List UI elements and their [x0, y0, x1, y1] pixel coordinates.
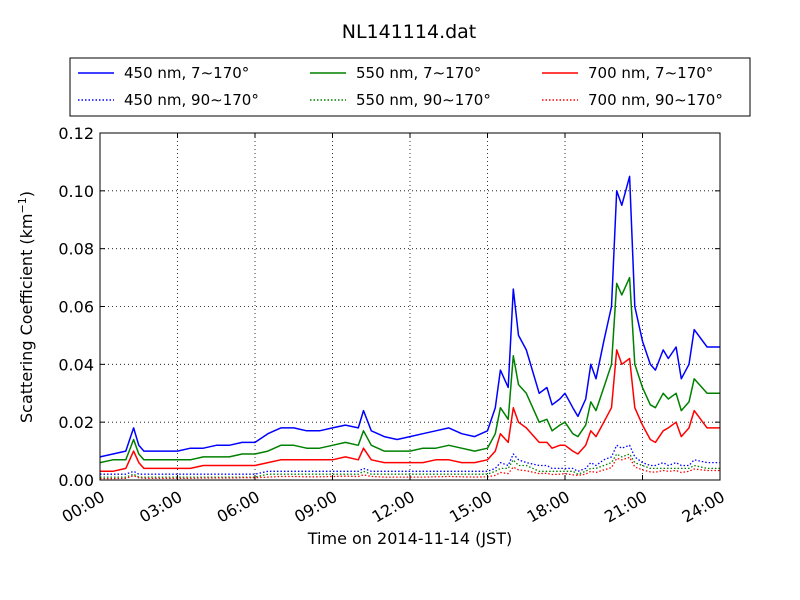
- legend-box: [69, 57, 751, 117]
- y-axis-label: Scattering Coefficient (km−1): [16, 191, 36, 423]
- x-tick-label: 18:00: [524, 487, 573, 527]
- legend-label-5: 700 nm, 90∼170°: [588, 91, 723, 109]
- y-tick-label: 0.06: [58, 298, 94, 317]
- y-axis-label-main: Scattering Coefficient (km: [17, 213, 36, 423]
- legend-label-3: 550 nm, 90∼170°: [356, 91, 491, 109]
- x-tick-label: 00:00: [59, 487, 108, 527]
- legend-label-4: 700 nm, 7∼170°: [588, 64, 713, 82]
- series-line-2: [99, 276, 720, 464]
- y-tick-label: 0.08: [58, 240, 94, 259]
- y-axis-label-tail: ): [17, 191, 36, 197]
- x-tick-label: 24:00: [679, 487, 728, 527]
- x-tick-label: 21:00: [601, 487, 650, 527]
- y-tick-label: 0.10: [58, 182, 94, 201]
- x-tick-label: 15:00: [446, 487, 495, 527]
- x-tick-label: 12:00: [369, 487, 418, 527]
- y-tick-label: 0.12: [58, 124, 94, 143]
- chart-title: NL141114.dat: [342, 21, 477, 43]
- x-tick-label: 03:00: [136, 487, 185, 527]
- series-line-4: [100, 349, 720, 473]
- x-tick-label: 06:00: [214, 487, 263, 527]
- legend-label-2: 550 nm, 7∼170°: [356, 64, 481, 82]
- legend-label-0: 450 nm, 7∼170°: [124, 64, 249, 82]
- y-tick-label: 0.02: [58, 413, 94, 432]
- series-line-0: [99, 175, 720, 458]
- legend: 450 nm, 7∼170° 450 nm, 90∼170° 550 nm, 7∼1…: [69, 57, 751, 117]
- y-tick-label: 0.00: [58, 471, 94, 490]
- x-axis-label: Time on 2014-11-14 (JST): [307, 529, 512, 548]
- legend-label-1: 450 nm, 90∼170°: [124, 91, 259, 109]
- y-tick-label: 0.04: [58, 355, 94, 374]
- x-tick-label: 09:00: [291, 487, 340, 527]
- y-axis-label-superscript: −1: [16, 197, 29, 213]
